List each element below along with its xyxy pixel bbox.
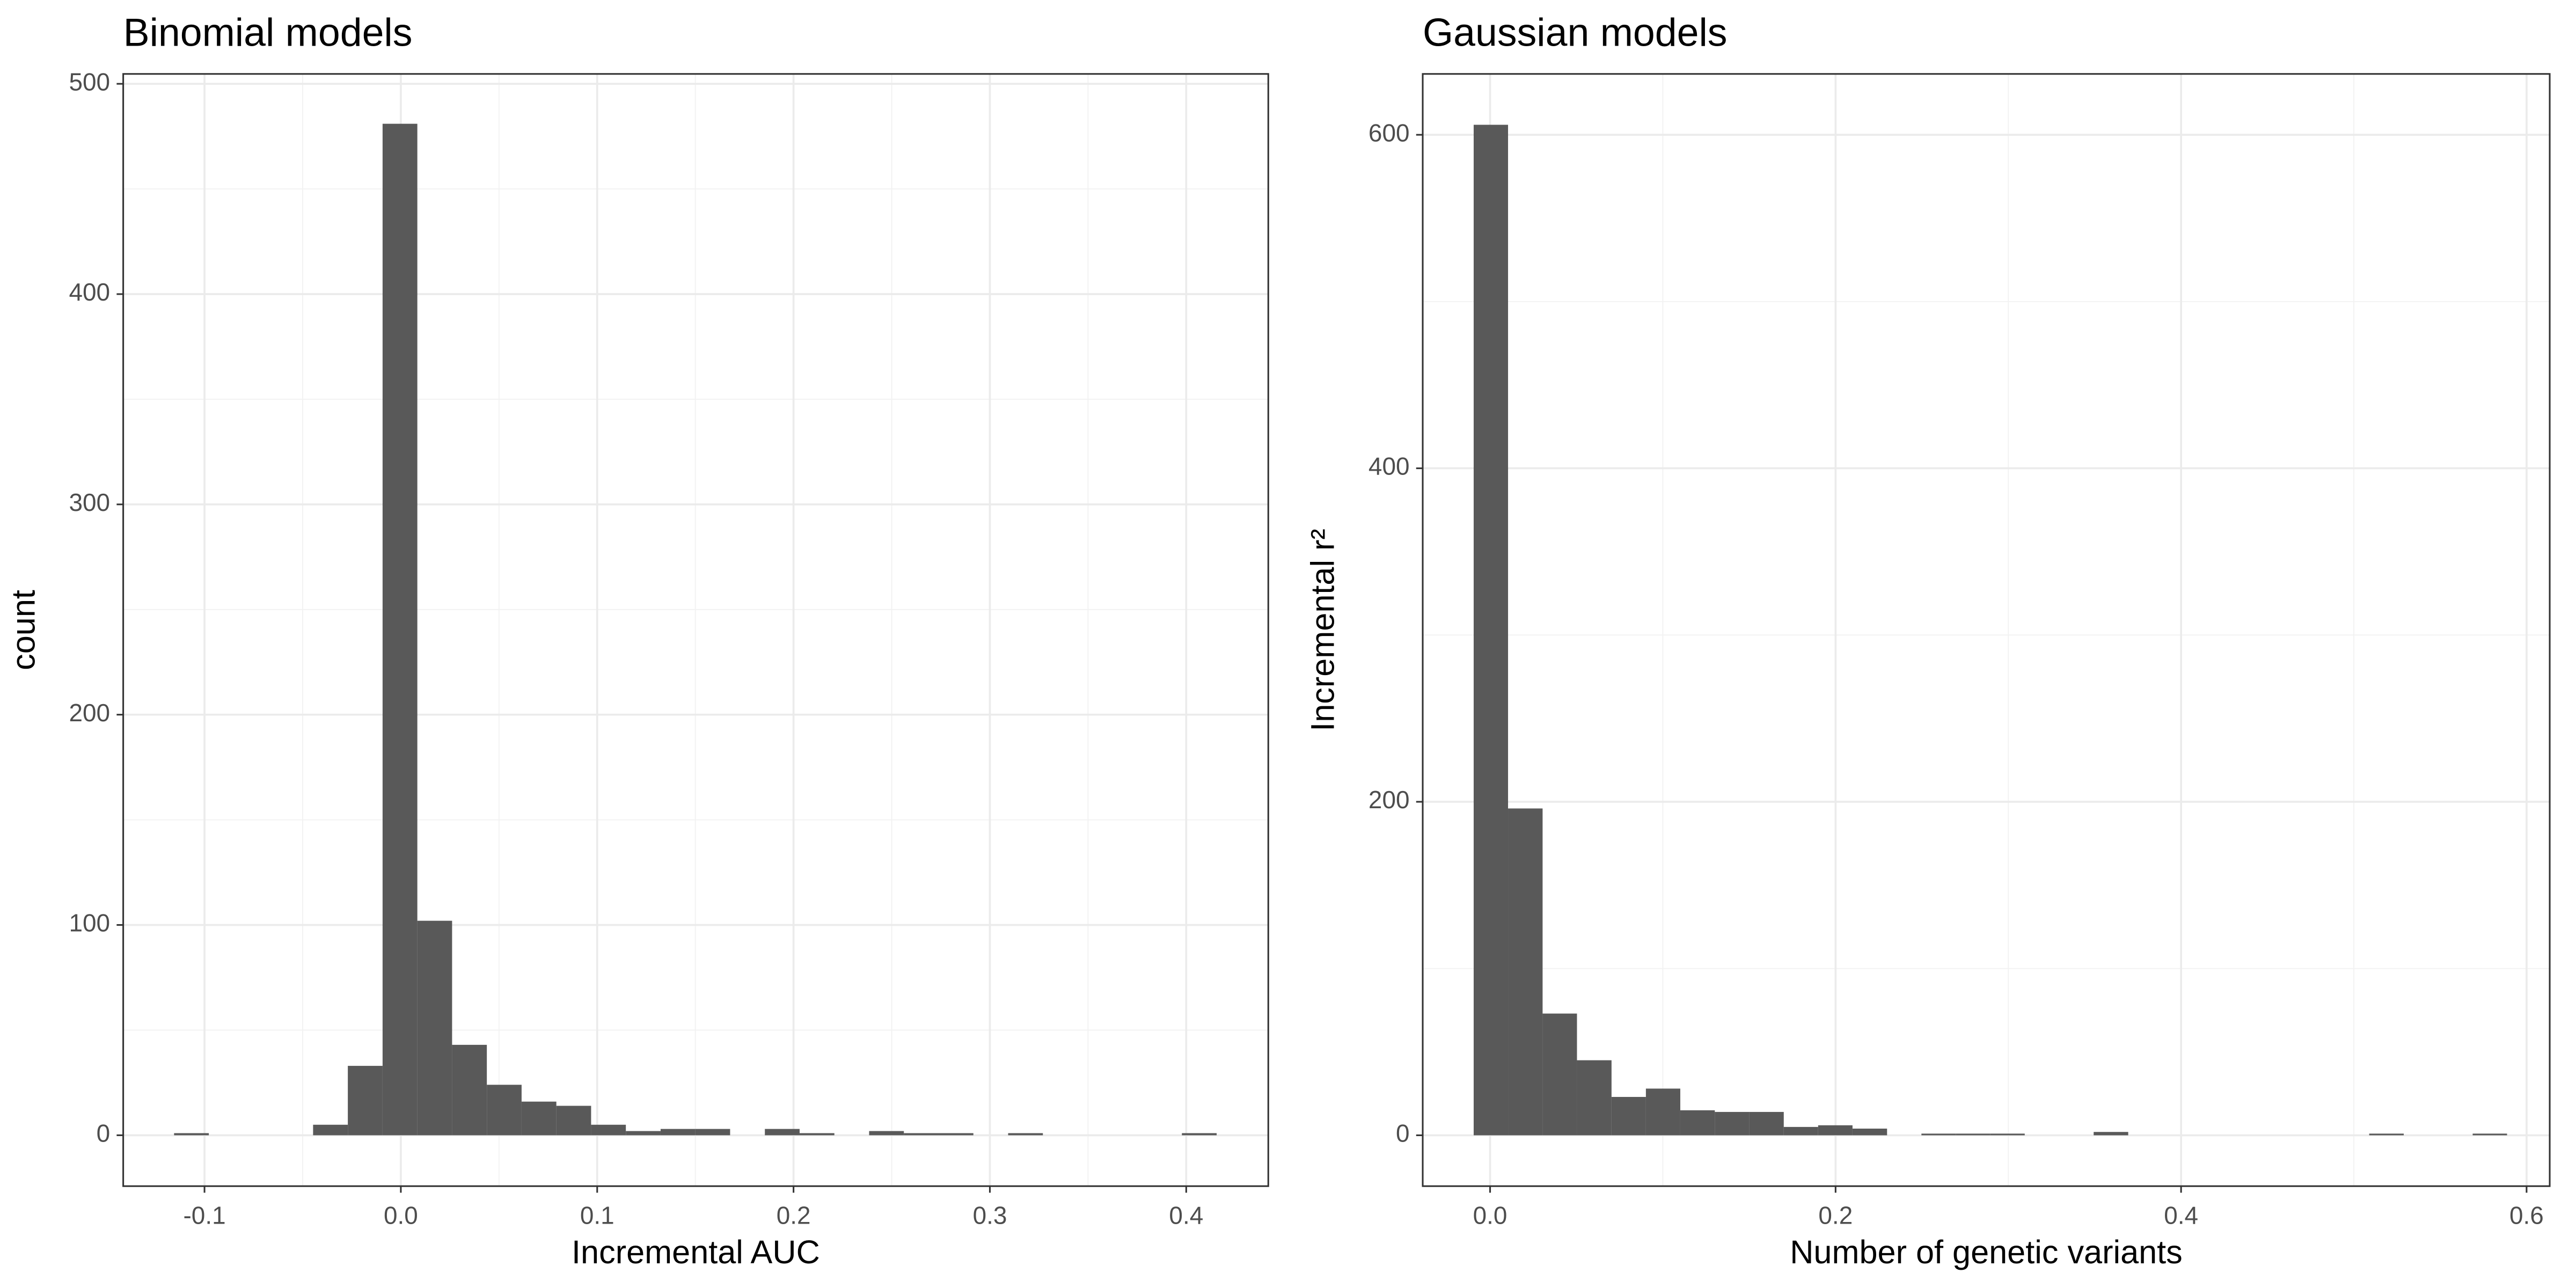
bar xyxy=(1645,1088,1680,1136)
bar xyxy=(1749,1111,1784,1136)
bar xyxy=(1473,125,1509,1136)
bar xyxy=(765,1129,800,1136)
bar xyxy=(1008,1133,1043,1136)
bar xyxy=(626,1131,661,1136)
bar xyxy=(417,920,452,1136)
bar xyxy=(1182,1133,1217,1136)
bar xyxy=(660,1129,696,1136)
bar xyxy=(2094,1132,2128,1136)
bar xyxy=(174,1133,209,1136)
x-tick-label: 0.0 xyxy=(1473,1201,1507,1229)
bar xyxy=(487,1085,522,1136)
bar xyxy=(1956,1133,1990,1136)
x-tick-label: 0.3 xyxy=(973,1201,1007,1229)
bar xyxy=(869,1131,904,1136)
bar xyxy=(1852,1129,1887,1136)
y-tick-label: 0 xyxy=(97,1119,111,1147)
bar xyxy=(2472,1133,2507,1136)
x-tick-label: 0.2 xyxy=(777,1201,811,1229)
bar xyxy=(452,1044,487,1136)
x-axis-title: Incremental AUC xyxy=(572,1234,820,1270)
bar xyxy=(799,1133,835,1136)
y-tick-label: 400 xyxy=(69,278,111,306)
bar xyxy=(556,1106,591,1136)
bar xyxy=(1921,1133,1956,1136)
bar xyxy=(1680,1110,1715,1136)
y-tick-label: 100 xyxy=(69,909,111,937)
y-tick-label: 500 xyxy=(69,68,111,96)
bar xyxy=(1577,1060,1612,1136)
bar xyxy=(2369,1133,2404,1136)
bar xyxy=(1783,1126,1818,1136)
bar xyxy=(382,123,418,1136)
y-tick-label: 0 xyxy=(1396,1119,1410,1147)
bar xyxy=(1990,1133,2025,1136)
x-tick-label: 0.6 xyxy=(2509,1201,2544,1229)
y-tick-label: 300 xyxy=(69,488,111,516)
bar xyxy=(1542,1013,1577,1136)
bar xyxy=(1611,1096,1646,1136)
y-tick-label: 600 xyxy=(1368,119,1410,147)
bar xyxy=(521,1101,557,1136)
x-tick-label: 0.0 xyxy=(384,1201,418,1229)
chart-title: Gaussian models xyxy=(1423,10,1728,55)
x-tick-label: 0.4 xyxy=(1169,1201,1203,1229)
x-tick-label: -0.1 xyxy=(184,1201,226,1229)
bar xyxy=(695,1129,730,1136)
bar xyxy=(348,1066,383,1136)
x-tick-label: 0.1 xyxy=(580,1201,614,1229)
chart-title: Binomial models xyxy=(123,10,413,55)
y-tick-label: 200 xyxy=(69,699,111,727)
x-tick-label: 0.2 xyxy=(1818,1201,1853,1229)
bar xyxy=(1508,808,1543,1136)
x-tick-label: 0.4 xyxy=(2164,1201,2198,1229)
bar xyxy=(591,1124,626,1136)
bar xyxy=(904,1133,939,1136)
bar xyxy=(1818,1125,1853,1136)
plot-frame xyxy=(1422,73,2551,1187)
y-axis-title: Incremental r² xyxy=(1305,529,1341,731)
y-axis-title: count xyxy=(5,590,41,670)
bar xyxy=(313,1124,348,1136)
y-tick-label: 400 xyxy=(1368,452,1410,480)
y-tick-label: 200 xyxy=(1368,786,1410,814)
bar xyxy=(938,1133,974,1136)
plot-frame xyxy=(122,73,1269,1187)
bar xyxy=(1715,1111,1750,1136)
x-axis-title: Number of genetic variants xyxy=(1790,1234,2183,1270)
